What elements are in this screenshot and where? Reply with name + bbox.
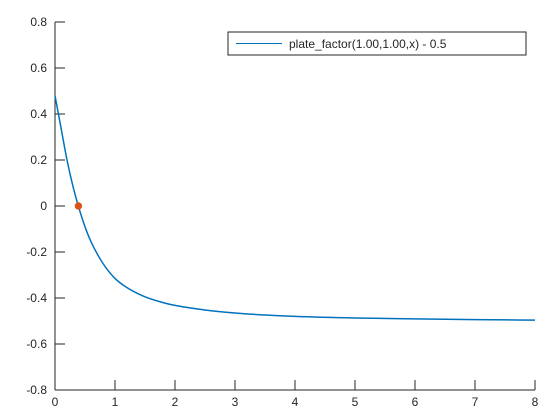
x-tick-label: 8 — [532, 395, 539, 409]
y-tick-label: -0.2 — [26, 245, 47, 259]
y-ticks: -0.8 -0.6 -0.4 -0.2 0 0.2 0.4 0.6 0.8 — [26, 15, 65, 397]
x-tick-label: 5 — [352, 395, 359, 409]
points-group — [74, 202, 83, 210]
axes — [54, 22, 535, 391]
y-tick-label: -0.4 — [26, 291, 47, 305]
y-tick-label: -0.6 — [26, 337, 47, 351]
x-tick-label: 6 — [412, 395, 419, 409]
y-tick-label: -0.8 — [26, 383, 47, 397]
y-tick-label: 0.4 — [30, 107, 47, 121]
y-tick-label: 0.6 — [30, 61, 47, 75]
x-tick-label: 2 — [172, 395, 179, 409]
x-tick-label: 7 — [472, 395, 479, 409]
series-line — [54, 95, 536, 321]
y-tick-label: 0.2 — [30, 153, 47, 167]
x-tick-label: 3 — [232, 395, 239, 409]
x-tick-label: 0 — [52, 395, 59, 409]
y-tick-label: 0.8 — [30, 15, 47, 29]
x-tick-label: 4 — [292, 395, 299, 409]
series-group — [54, 95, 536, 321]
legend-entry-label: plate_factor(1.00,1.00,x) - 0.5 — [289, 37, 447, 51]
legend: plate_factor(1.00,1.00,x) - 0.5 — [227, 31, 527, 56]
root-point — [74, 202, 83, 210]
legend-box — [227, 31, 527, 56]
x-ticks: 0 1 2 3 4 5 6 7 8 — [52, 380, 539, 409]
y-tick-label: 0 — [40, 199, 47, 213]
x-tick-label: 1 — [112, 395, 119, 409]
